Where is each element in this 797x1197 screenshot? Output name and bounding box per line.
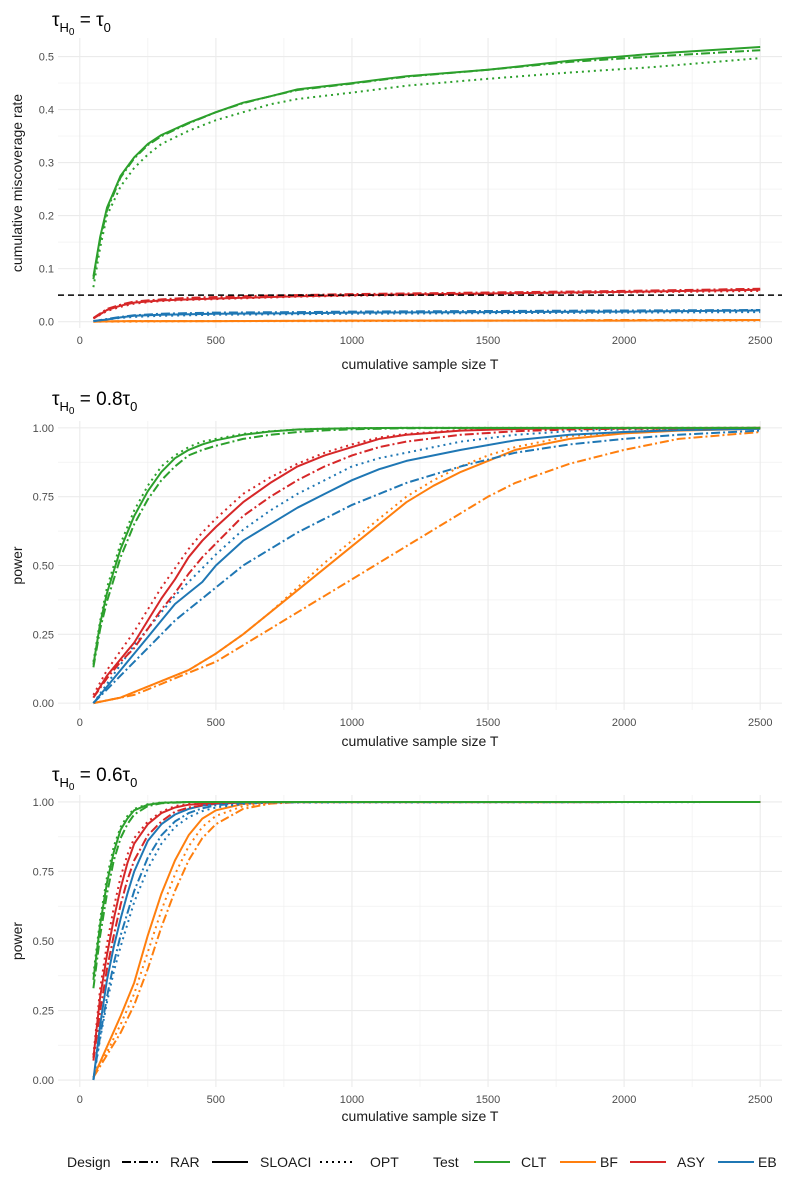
y-tick-label: 1.00 xyxy=(33,797,54,809)
series-line-asy-rar xyxy=(92,287,761,319)
x-tick-label: 1500 xyxy=(476,335,500,347)
y-tick-label: 0.3 xyxy=(39,158,54,170)
series-line-clt-sloaci xyxy=(92,426,761,665)
y-tick-label: 0.4 xyxy=(39,105,54,117)
series-line-bf-rar xyxy=(92,801,761,1078)
series-line-asy-rar xyxy=(92,801,761,1061)
legend-label-bf: BF xyxy=(600,1154,618,1170)
series-line-clt-rar xyxy=(92,801,761,989)
legend: Design RAR SLOACI OPT Test CLT BF ASY EB xyxy=(67,1154,777,1170)
x-tick-label: 1000 xyxy=(340,717,364,729)
legend-label-opt: OPT xyxy=(370,1154,399,1170)
series-line-eb-sloaci xyxy=(92,427,761,704)
y-tick-label: 0.00 xyxy=(33,698,54,710)
x-tick-label: 1000 xyxy=(340,335,364,347)
panel-miscoverage: τH0 = τ0 0 500 1000 1500 2000 2500 0.0 0.1 0.2 0.… xyxy=(9,10,782,372)
series-line-clt-opt xyxy=(92,57,761,288)
y-tick-label: 0.0 xyxy=(39,317,54,329)
plot-area-power-0-6: 0 500 1000 1500 2000 2500 0.00 0.25 0.50 0.75 1.00… xyxy=(9,795,782,1124)
x-tick-label: 500 xyxy=(207,1094,225,1106)
panel-title-miscoverage: τH0 = τ0 xyxy=(52,10,111,38)
plot-area-power-0-8: 0 500 1000 1500 2000 2500 0.00 0.25 0.50 0.75 1.00… xyxy=(9,421,782,749)
legend-label-clt: CLT xyxy=(521,1154,547,1170)
x-tick-label: 2500 xyxy=(748,335,772,347)
x-tick-label: 500 xyxy=(207,335,225,347)
x-tick-label: 500 xyxy=(207,717,225,729)
series-line-asy-sloaci xyxy=(92,426,761,699)
x-tick-label: 2500 xyxy=(748,717,772,729)
series-line-clt-opt xyxy=(92,801,761,975)
series-line-asy-opt xyxy=(92,289,761,320)
series-line-eb-rar xyxy=(92,801,761,1081)
x-axis-title: cumulative sample size T xyxy=(342,356,499,372)
series-line-bf-sloaci xyxy=(92,801,761,1078)
x-axis-title: cumulative sample size T xyxy=(342,733,499,749)
series-line-eb-rar xyxy=(92,429,761,704)
legend-label-eb: EB xyxy=(758,1154,777,1170)
series-line-clt-opt xyxy=(92,426,761,662)
x-tick-label: 1500 xyxy=(476,1094,500,1106)
series-line-eb-rar xyxy=(93,309,761,323)
series-line-asy-opt xyxy=(92,426,761,696)
legend-label-asy: ASY xyxy=(677,1154,706,1170)
y-tick-label: 0.75 xyxy=(33,492,54,504)
x-tick-label: 0 xyxy=(77,1094,83,1106)
y-axis-title: cumulative miscoverage rate xyxy=(9,94,25,272)
series-line-bf-rar xyxy=(93,431,761,705)
x-tick-label: 0 xyxy=(77,717,83,729)
x-tick-label: 1000 xyxy=(340,1094,364,1106)
y-tick-label: 0.75 xyxy=(33,866,54,878)
y-tick-label: 0.00 xyxy=(33,1075,54,1087)
legend-label-rar: RAR xyxy=(170,1154,200,1170)
legend-design-title: Design xyxy=(67,1154,111,1170)
y-tick-label: 0.50 xyxy=(33,561,54,573)
y-tick-label: 0.25 xyxy=(33,1006,54,1018)
y-axis-title: power xyxy=(9,922,25,960)
y-tick-label: 0.1 xyxy=(39,264,54,276)
x-tick-label: 2000 xyxy=(612,717,636,729)
series-line-asy-rar xyxy=(92,426,761,699)
panel-title-power-0-8: τH0 = 0.8τ0 xyxy=(52,389,137,417)
x-tick-label: 2500 xyxy=(748,1094,772,1106)
series-line-bf-opt xyxy=(92,801,761,1078)
plot-area-miscoverage: 0 500 1000 1500 2000 2500 0.0 0.1 0.2 0.3 0.4 0.5 cu… xyxy=(9,38,782,372)
series-line-bf-opt xyxy=(93,319,761,323)
x-axis-title: cumulative sample size T xyxy=(342,1108,499,1124)
y-tick-label: 0.25 xyxy=(33,629,54,641)
panel-title-power-0-6: τH0 = 0.6τ0 xyxy=(52,765,137,793)
legend-test-title: Test xyxy=(433,1154,459,1170)
x-tick-label: 1500 xyxy=(476,717,500,729)
panel-power-0-6: τH0 = 0.6τ0 0 500 1000 1500 2000 2500 0.00 0.25… xyxy=(9,765,782,1124)
legend-label-sloaci: SLOACI xyxy=(260,1154,311,1170)
series-line-bf-sloaci xyxy=(93,427,761,705)
y-tick-label: 0.50 xyxy=(33,936,54,948)
x-tick-label: 2000 xyxy=(612,335,636,347)
y-tick-label: 0.5 xyxy=(39,52,54,64)
series-line-clt-rar xyxy=(92,426,761,668)
y-tick-label: 1.00 xyxy=(33,423,54,435)
y-tick-label: 0.2 xyxy=(39,211,54,223)
x-tick-label: 0 xyxy=(77,335,83,347)
panel-power-0-8: τH0 = 0.8τ0 0 500 1000 1500 2000 2500 0.00 0.25… xyxy=(9,389,782,749)
x-tick-label: 2000 xyxy=(612,1094,636,1106)
series-line-clt-rar xyxy=(92,49,761,280)
y-axis-title: power xyxy=(9,546,25,584)
